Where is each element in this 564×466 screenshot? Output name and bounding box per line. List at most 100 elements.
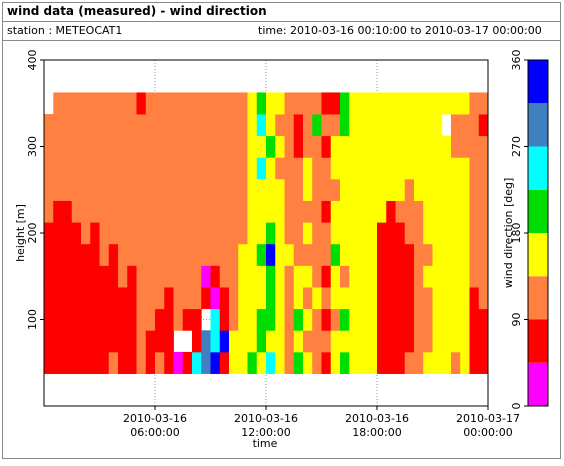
cell: [404, 243, 415, 266]
cell: [386, 330, 396, 353]
cell: [201, 135, 211, 158]
cell: [155, 92, 165, 115]
cell: [340, 243, 350, 266]
cell: [44, 287, 54, 310]
cell: [44, 243, 54, 266]
cell: [118, 157, 128, 180]
cell: [145, 351, 156, 374]
cell: [460, 178, 470, 201]
cell: [238, 222, 248, 245]
cell: [478, 308, 489, 331]
cell: [414, 222, 424, 245]
cell: [238, 287, 248, 310]
cell: [192, 92, 202, 115]
cell: [284, 243, 295, 266]
cell: [136, 178, 147, 201]
cell: [340, 222, 350, 245]
cell: [349, 351, 359, 374]
cell: [238, 243, 248, 266]
cell: [256, 135, 267, 158]
cell: [182, 243, 193, 266]
cell: [275, 178, 285, 201]
cell: [395, 308, 406, 331]
cell: [460, 265, 470, 288]
cell: [71, 308, 82, 331]
cell: [386, 222, 396, 245]
cell: [395, 351, 406, 374]
cell: [432, 178, 443, 201]
cell: [469, 135, 480, 158]
cell: [118, 178, 128, 201]
cell: [414, 287, 424, 310]
cell: [201, 114, 211, 137]
cell: [99, 114, 110, 137]
cell: [451, 92, 461, 115]
cell: [229, 243, 239, 266]
cell: [386, 243, 396, 266]
cell: [118, 243, 128, 266]
cell: [423, 114, 433, 137]
cell: [303, 308, 313, 331]
cell: [210, 178, 221, 201]
cell: [229, 178, 239, 201]
cell: [266, 92, 276, 115]
cell: [201, 330, 211, 353]
cell: [256, 92, 267, 115]
cell: [155, 308, 165, 331]
cell: [53, 92, 63, 115]
cell: [62, 308, 73, 331]
cell: [182, 135, 193, 158]
colorbar-tick-label: 180: [510, 223, 523, 244]
cell: [229, 287, 239, 310]
cell: [192, 200, 202, 223]
cell: [275, 330, 285, 353]
cell: [90, 287, 100, 310]
cell: [266, 243, 276, 266]
cell: [210, 92, 221, 115]
cell: [275, 157, 285, 180]
cell: [441, 178, 452, 201]
cell: [349, 114, 359, 137]
cell: [395, 330, 406, 353]
cell: [451, 157, 461, 180]
cell: [164, 178, 174, 201]
cell: [377, 351, 387, 374]
cell: [81, 114, 91, 137]
cell: [164, 330, 174, 353]
cell: [330, 200, 341, 223]
cell: [229, 222, 239, 245]
cell: [414, 265, 424, 288]
cell: [81, 308, 91, 331]
cell: [340, 178, 350, 201]
colorbar-bin: [528, 146, 548, 190]
cell: [414, 92, 424, 115]
cell: [182, 157, 193, 180]
cell: [210, 265, 221, 288]
cell: [256, 157, 267, 180]
cell: [312, 222, 322, 245]
cell: [108, 92, 119, 115]
cell: [108, 351, 119, 374]
cell: [44, 265, 54, 288]
cell: [275, 265, 285, 288]
cell: [145, 114, 156, 137]
cell: [164, 265, 174, 288]
cell: [99, 135, 110, 158]
cell: [210, 222, 221, 245]
cell: [358, 351, 369, 374]
cell: [247, 308, 258, 331]
cell: [441, 308, 452, 331]
cell: [118, 351, 128, 374]
cell: [284, 200, 295, 223]
cell: [377, 178, 387, 201]
colorbar-tick-label: 90: [510, 313, 523, 327]
cell: [81, 157, 91, 180]
cell: [247, 92, 258, 115]
cell: [284, 308, 295, 331]
cell: [377, 308, 387, 331]
cell: [312, 308, 322, 331]
cell: [53, 157, 63, 180]
cell: [238, 135, 248, 158]
cell: [118, 114, 128, 137]
cell: [367, 178, 378, 201]
